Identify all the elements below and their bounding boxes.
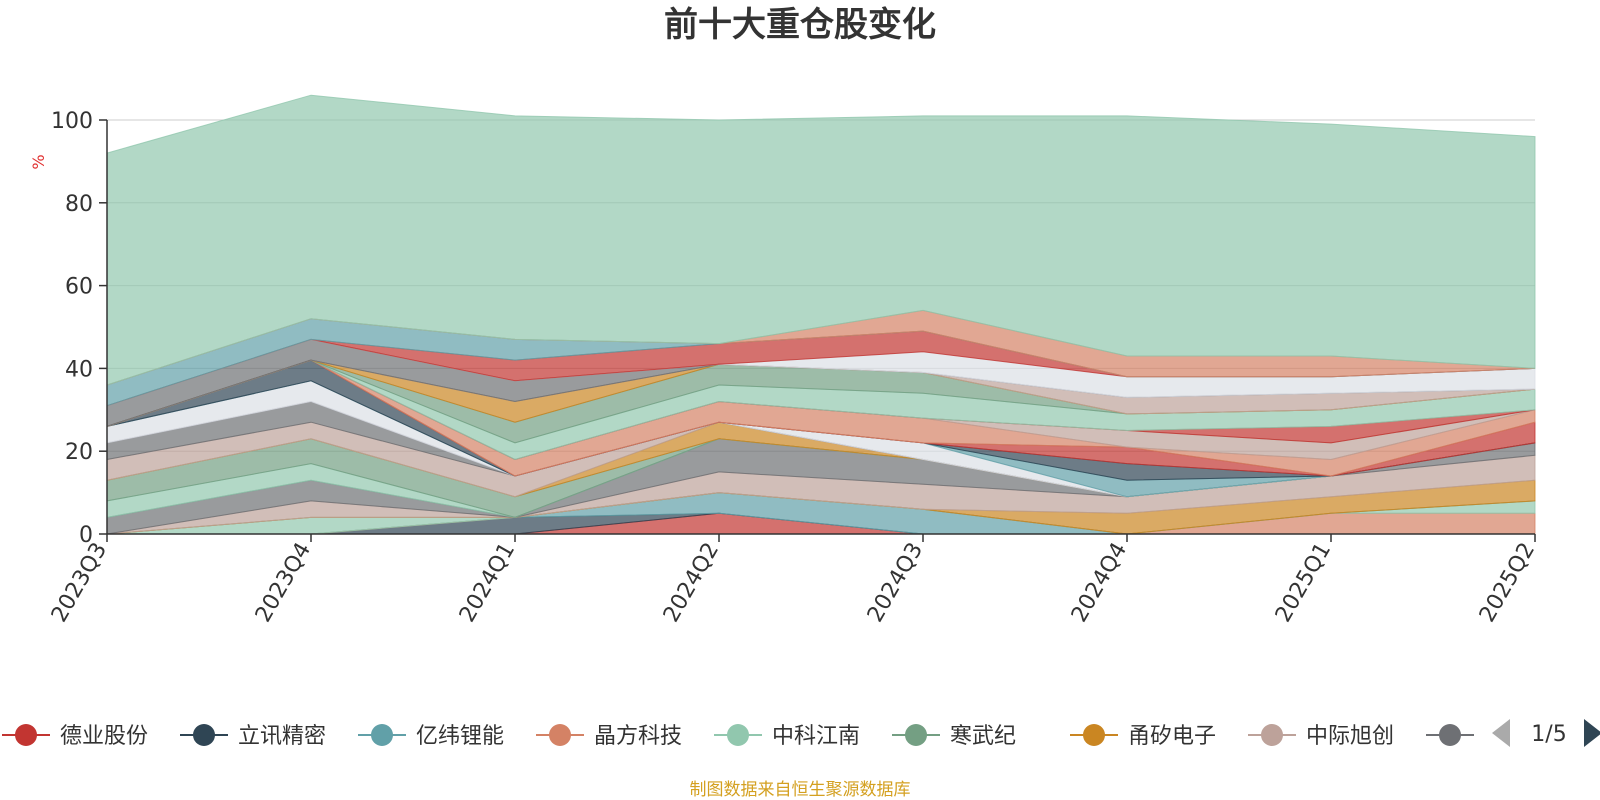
legend-circle-marker (15, 724, 37, 746)
legend-item[interactable]: 晶方科技 (536, 724, 682, 749)
legend-label: 立讯精密 (238, 724, 326, 749)
legend-label: 德业股份 (60, 724, 148, 749)
legend-circle-marker (193, 724, 215, 746)
x-tick-label: 2024Q3 (863, 539, 928, 627)
legend-item[interactable]: 德业股份 (2, 724, 148, 749)
legend-label: 晶方科技 (594, 724, 682, 749)
legend-item[interactable]: 寒武纪 (892, 724, 1016, 749)
y-tick-label: 80 (65, 192, 93, 217)
legend-circle-marker (1261, 724, 1283, 746)
legend-circle-marker (905, 724, 927, 746)
legend-circle-marker (371, 724, 393, 746)
legend-item[interactable]: 中际旭创 (1248, 724, 1394, 749)
x-tick-label: 2023Q3 (47, 539, 112, 627)
data-source-note: 制图数据来自恒生聚源数据库 (690, 780, 911, 800)
y-tick-label: 0 (79, 523, 93, 548)
legend-page-indicator: 1/5 (1531, 722, 1566, 747)
legend-item[interactable]: 亿纬锂能 (358, 724, 504, 749)
y-axis-unit: % (29, 154, 48, 169)
x-tick-label: 2024Q1 (455, 539, 520, 627)
legend-next-page-icon[interactable] (1584, 719, 1600, 747)
x-tick-label: 2024Q4 (1067, 539, 1132, 627)
legend-item[interactable]: 中科江南 (714, 724, 860, 749)
legend-pager: 1/5 (1492, 719, 1600, 747)
y-tick-label: 60 (65, 275, 93, 300)
legend-circle-marker (1083, 724, 1105, 746)
area-series-group (106, 94, 1536, 535)
legend-prev-page-icon[interactable] (1492, 719, 1510, 747)
legend-label: 中科江南 (772, 724, 860, 749)
legend-item[interactable]: 天孚通信 (1426, 724, 1572, 749)
legend-label: 亿纬锂能 (416, 724, 504, 749)
chart-title: 前十大重仓股变化 (664, 5, 936, 45)
legend-label: 寒武纪 (950, 724, 1016, 749)
legend-label: 甬矽电子 (1128, 724, 1216, 749)
legend-item[interactable]: 甬矽电子 (1070, 724, 1216, 749)
legend-item[interactable]: 立讯精密 (180, 724, 326, 749)
area-series-31[interactable] (106, 94, 1536, 386)
legend-circle-marker (727, 724, 749, 746)
legend: 德业股份 立讯精密 亿纬锂能 晶方科技 中科江南 寒武纪 甬矽电子 中际旭创 天孚通信 (2, 724, 1572, 749)
y-tick-label: 100 (51, 109, 93, 134)
y-tick-label: 20 (65, 440, 93, 465)
x-tick-label: 2025Q2 (1475, 539, 1540, 627)
legend-label: 中际旭创 (1306, 724, 1394, 749)
y-tick-label: 40 (65, 357, 93, 382)
legend-circle-marker (549, 724, 571, 746)
x-tick-label: 2023Q4 (251, 539, 316, 627)
legend-circle-marker (1439, 724, 1461, 746)
x-tick-label: 2024Q2 (659, 539, 724, 627)
x-tick-label: 2025Q1 (1271, 539, 1336, 627)
